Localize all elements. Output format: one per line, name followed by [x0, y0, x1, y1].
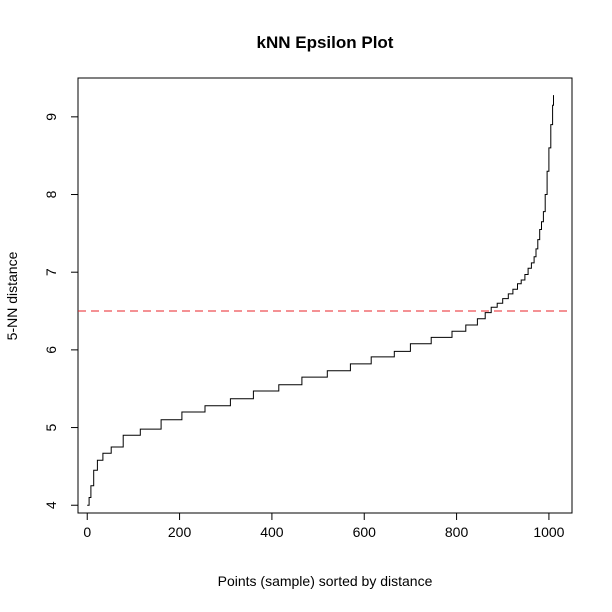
x-axis-label: Points (sample) sorted by distance [218, 573, 433, 589]
y-tick-label: 4 [43, 501, 59, 509]
y-axis-label: 5-NN distance [4, 251, 20, 340]
chart-title: kNN Epsilon Plot [257, 33, 394, 52]
y-tick-label: 6 [43, 346, 59, 354]
x-tick-label: 600 [353, 524, 377, 540]
y-tick-label: 9 [43, 113, 59, 121]
y-tick-label: 7 [43, 268, 59, 276]
plot-frame [77, 77, 573, 514]
series-layer [87, 95, 554, 506]
y-tick-label: 5 [43, 423, 59, 431]
x-tick-label: 800 [445, 524, 469, 540]
y-axis: 4 5 6 7 8 9 [43, 113, 79, 509]
x-tick-label: 200 [168, 524, 192, 540]
y-tick-label: 8 [43, 190, 59, 198]
x-tick-label: 1000 [533, 524, 564, 540]
distance-step-line [87, 95, 554, 506]
x-tick-label: 0 [83, 524, 91, 540]
x-axis: 0 200 400 600 800 1000 [83, 512, 565, 540]
x-tick-label: 400 [260, 524, 284, 540]
